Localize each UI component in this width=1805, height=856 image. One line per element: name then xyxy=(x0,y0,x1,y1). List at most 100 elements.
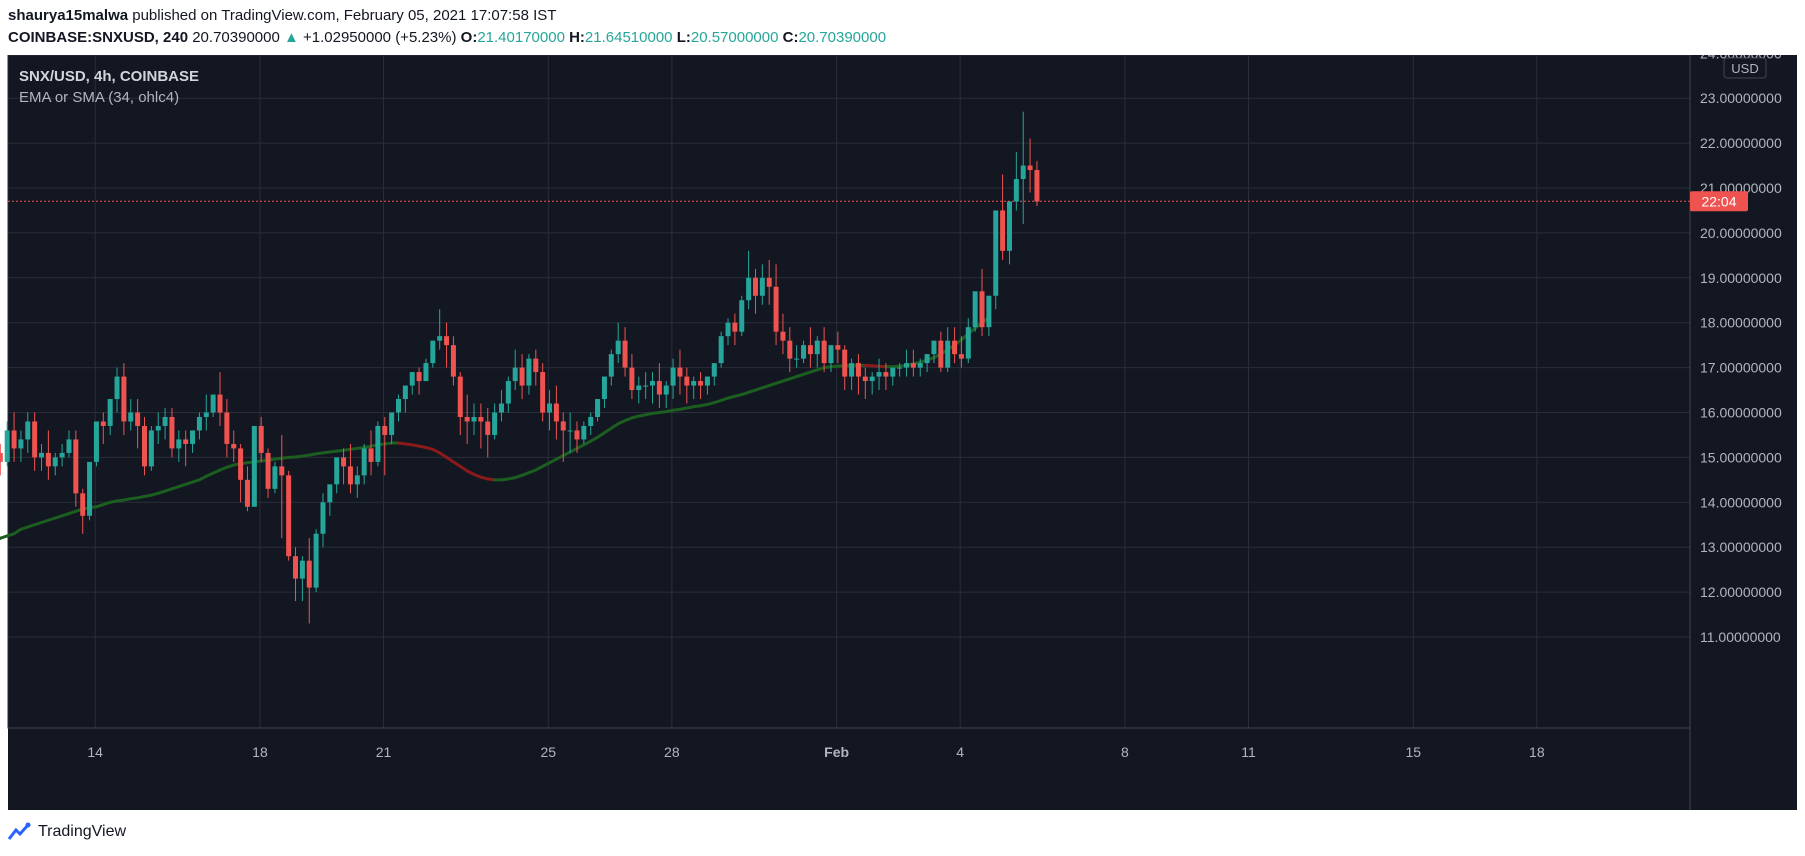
candle-body xyxy=(938,340,944,368)
price-tick-label: 23.00000000 xyxy=(1700,90,1782,106)
candle xyxy=(4,421,10,467)
candle-body xyxy=(794,358,800,360)
candle-body xyxy=(471,416,477,422)
candle xyxy=(972,291,978,332)
candle xyxy=(505,376,511,413)
high-value: 21.64510000 xyxy=(584,29,673,46)
candle xyxy=(629,354,635,400)
candle-body xyxy=(286,475,292,557)
candle xyxy=(471,403,477,435)
candle-body xyxy=(203,412,209,417)
candle-body xyxy=(45,452,51,467)
candle-body xyxy=(450,345,456,377)
candle-body xyxy=(581,425,587,440)
candle xyxy=(107,399,113,435)
candle-body xyxy=(169,416,175,449)
candle xyxy=(814,336,820,368)
candle-body xyxy=(924,354,930,364)
candle xyxy=(25,412,31,453)
candle-body xyxy=(224,412,230,444)
candle xyxy=(327,484,333,516)
candle xyxy=(821,327,827,373)
candle xyxy=(1027,138,1033,193)
candle xyxy=(416,367,422,395)
candle-body xyxy=(361,448,367,476)
candle xyxy=(965,318,971,364)
candle xyxy=(588,412,594,435)
candle xyxy=(224,399,230,458)
candle xyxy=(409,372,415,395)
price-tick-label: 20.00000000 xyxy=(1700,225,1782,241)
candle-body xyxy=(601,376,607,400)
candle-body xyxy=(100,421,106,426)
candle xyxy=(677,349,683,395)
candle-body xyxy=(485,421,491,435)
candle-body xyxy=(979,291,985,328)
candle-body xyxy=(135,412,141,426)
candle xyxy=(739,295,745,337)
candle xyxy=(718,331,724,368)
candle-body xyxy=(217,394,223,413)
candle xyxy=(190,430,196,453)
author-name[interactable]: shaurya15malwa xyxy=(8,7,129,24)
candle xyxy=(876,358,882,391)
candle xyxy=(162,408,168,440)
time-axis[interactable]: 14 18 21 25 28 Feb 4 8 11 15 18 xyxy=(8,727,1690,760)
candle xyxy=(533,349,539,386)
time-tick-label: 25 xyxy=(540,744,556,760)
candle-body xyxy=(869,376,875,382)
candle-body xyxy=(59,452,65,458)
brand-name[interactable]: TradingView xyxy=(38,823,127,840)
candle-body xyxy=(190,430,196,444)
candle-body xyxy=(917,363,923,368)
candle-body xyxy=(752,277,758,296)
candle-body xyxy=(375,425,381,462)
currency-badge: USD xyxy=(1723,57,1767,79)
candle xyxy=(917,358,923,377)
candle-body xyxy=(11,430,17,449)
price-axis[interactable]: 11.00000000 12.00000000 13.00000000 14.0000… xyxy=(1689,55,1782,810)
candle-body xyxy=(801,345,807,359)
candle-body xyxy=(986,295,992,328)
candle xyxy=(828,345,834,373)
candle xyxy=(746,250,752,310)
candle xyxy=(464,394,470,444)
candle-body xyxy=(691,381,697,386)
price-tick-label: 22.00000000 xyxy=(1700,135,1782,151)
candle xyxy=(210,394,216,417)
candle xyxy=(402,385,408,413)
candle xyxy=(849,358,855,391)
candle-body xyxy=(52,457,58,467)
candle xyxy=(389,412,395,444)
candle-body xyxy=(622,340,628,368)
price-tick-label: 19.00000000 xyxy=(1700,270,1782,286)
price-tick-label: 12.00000000 xyxy=(1700,584,1782,600)
candle xyxy=(1034,161,1040,206)
candle xyxy=(52,452,58,476)
candle xyxy=(128,399,134,431)
candle xyxy=(183,430,189,467)
candle xyxy=(279,434,285,539)
candle xyxy=(636,376,642,404)
candle-body xyxy=(540,372,546,413)
candle xyxy=(560,412,566,462)
open-label: O: xyxy=(460,29,478,46)
candle-body xyxy=(313,533,319,588)
candle xyxy=(39,443,45,471)
candle-body xyxy=(883,372,889,377)
price-chart[interactable]: 11.00000000 12.00000000 13.00000000 14.0000… xyxy=(0,55,1805,810)
candle-body xyxy=(402,385,408,400)
candle-body xyxy=(952,340,958,355)
indicator-legend[interactable]: EMA or SMA (34, ohlc4) xyxy=(19,89,179,106)
candle xyxy=(498,390,504,422)
candle xyxy=(18,430,24,462)
candle xyxy=(87,461,93,521)
candle-body xyxy=(677,367,683,377)
candle-body xyxy=(1027,165,1033,171)
candle-body xyxy=(780,331,786,341)
candle-body xyxy=(608,354,614,377)
candle-body xyxy=(210,394,216,413)
publish-info: shaurya15malwa published on TradingView.… xyxy=(8,7,556,24)
candle xyxy=(952,327,958,364)
candle-body xyxy=(32,421,38,458)
